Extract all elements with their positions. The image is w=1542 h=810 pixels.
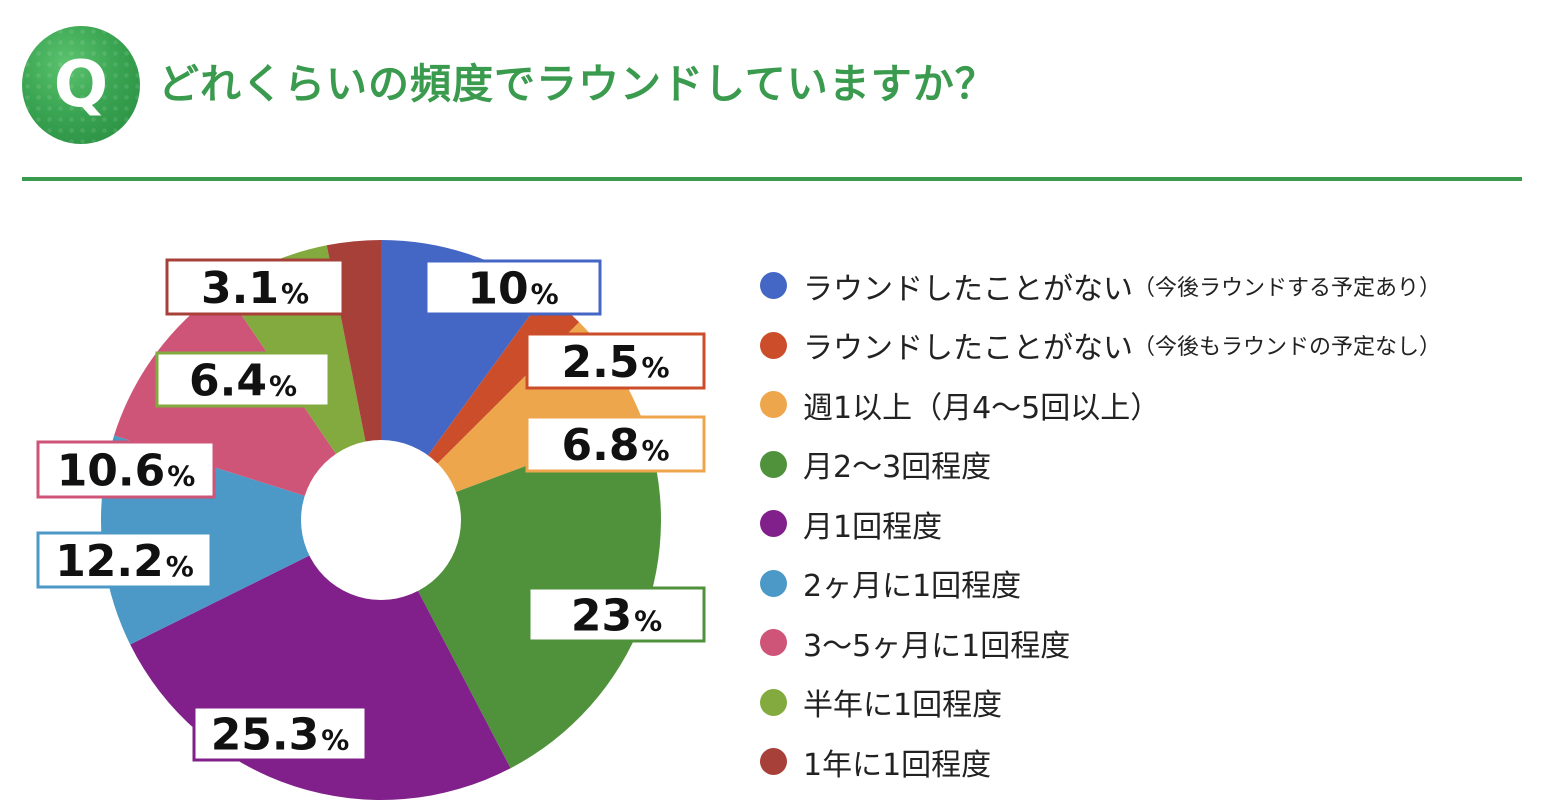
legend-item: 週1以上（月4〜5回以上）	[760, 375, 1441, 435]
legend-label: 2ヶ月に1回程度	[803, 569, 1022, 605]
legend-swatch-icon	[760, 569, 787, 597]
legend-item: ラウンドしたことがない （今後もラウンドの予定なし）	[760, 316, 1441, 376]
legend-label: 1年に1回程度	[803, 747, 992, 783]
value-label-box	[424, 259, 602, 316]
value-label-text: 6.4%	[189, 356, 297, 407]
value-label-box	[192, 705, 368, 762]
slice-value-label: 2.5%	[525, 332, 706, 390]
value-label-text: 2.5%	[561, 337, 669, 388]
value-label-text: 10%	[467, 264, 558, 315]
legend-swatch-icon	[760, 688, 787, 716]
slice-value-label: 3.1%	[165, 258, 345, 316]
legend-item: 2ヶ月に1回程度	[760, 554, 1441, 614]
value-label-text: 6.8%	[561, 420, 669, 471]
value-label-text: 12.2%	[55, 536, 194, 587]
legend-note: （今後ラウンドする予定あり）	[1133, 275, 1442, 301]
legend-label: ラウンドしたことがない	[803, 271, 1133, 307]
slice-value-label: 23%	[527, 586, 706, 643]
slice-value-label: 6.4%	[155, 351, 331, 408]
chart-legend: ラウンドしたことがない （今後ラウンドする予定あり） ラウンドしたことがない （今後も…	[760, 256, 1441, 792]
donut-hole	[301, 440, 461, 600]
slice-value-label: 12.2%	[36, 531, 213, 589]
value-label-box	[525, 332, 706, 390]
legend-label: 月2〜3回程度	[803, 450, 992, 486]
slice-value-label: 10.6%	[36, 440, 216, 499]
value-label-box	[36, 440, 216, 499]
legend-item: 1年に1回程度	[760, 732, 1441, 792]
slice-value-label: 10%	[424, 259, 602, 316]
legend-item: 月2〜3回程度	[760, 435, 1441, 495]
slice-value-label: 6.8%	[525, 415, 706, 473]
legend-swatch-icon	[760, 450, 787, 478]
legend-item: 3〜5ヶ月に1回程度	[760, 613, 1441, 673]
legend-swatch-icon	[760, 510, 787, 538]
value-label-text: 3.1%	[201, 263, 309, 314]
question-badge-letter: Q	[53, 48, 109, 122]
legend-label: 3〜5ヶ月に1回程度	[803, 628, 1071, 664]
legend-item: 半年に1回程度	[760, 673, 1441, 733]
legend-swatch-icon	[760, 391, 787, 419]
value-label-text: 10.6%	[57, 446, 196, 497]
legend-label: 週1以上（月4〜5回以上）	[803, 390, 1161, 426]
legend-note: （今後もラウンドの予定なし）	[1133, 335, 1442, 361]
legend-item: ラウンドしたことがない （今後ラウンドする予定あり）	[760, 256, 1441, 316]
slice-value-label: 25.3%	[192, 705, 368, 762]
legend-swatch-icon	[760, 272, 787, 300]
value-label-text: 23%	[571, 591, 662, 642]
value-label-box	[165, 258, 345, 316]
legend-label: 半年に1回程度	[803, 688, 1003, 724]
legend-swatch-icon	[760, 331, 787, 359]
legend-item: 月1回程度	[760, 494, 1441, 554]
value-label-box	[525, 415, 706, 473]
value-label-box	[36, 531, 213, 589]
value-label-box	[527, 586, 706, 643]
legend-swatch-icon	[760, 629, 787, 657]
legend-swatch-icon	[760, 748, 787, 776]
chart-title: どれくらいの頻度でラウンドしていますか？	[158, 60, 997, 108]
value-label-text: 25.3%	[211, 710, 350, 761]
legend-label: 月1回程度	[803, 509, 943, 545]
legend-label: ラウンドしたことがない	[803, 331, 1133, 367]
value-label-box	[155, 351, 331, 408]
title-divider	[22, 177, 1522, 181]
